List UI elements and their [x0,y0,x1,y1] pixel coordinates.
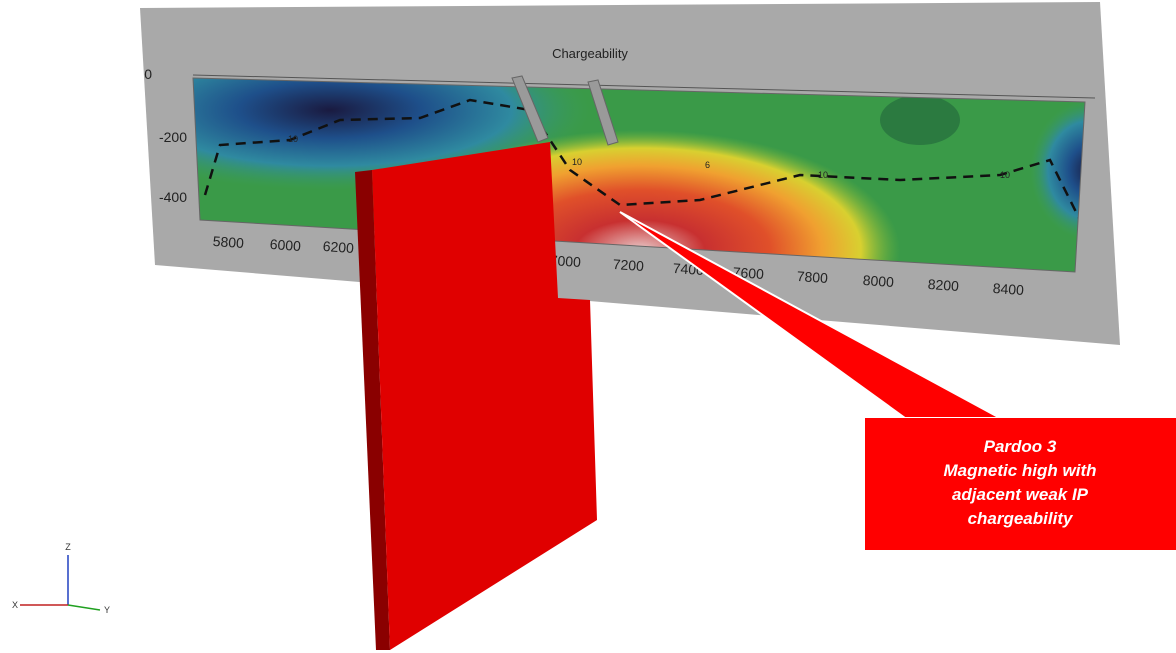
contour-label: 10 [1000,170,1010,180]
contour-label: 6 [705,160,710,170]
easting-label: 8200 [927,276,959,294]
callout-box [865,418,1176,550]
callout-text: adjacent weak IP [952,485,1089,504]
easting-label: 8400 [992,280,1024,298]
depth-label: 0 [144,66,152,82]
callout-text: Pardoo 3 [984,437,1057,456]
plot-frame [192,77,1086,273]
depth-label: -400 [159,189,187,205]
easting-label: 7800 [796,268,828,286]
drillhole [511,75,549,143]
easting-label: 7000 [549,252,581,270]
contour-label: 10 [288,134,298,144]
contour-label: 10 [572,157,582,167]
drillhole [587,79,619,146]
x-label: X [12,600,18,610]
contour-label: 10 [818,170,828,180]
easting-label: 6000 [269,236,301,254]
easting-label: 8000 [862,272,894,290]
magnetic-body [372,142,597,650]
block-side [355,170,390,650]
z-label: Z [65,542,71,552]
easting-label: 5800 [212,233,244,251]
easting-label: 7200 [612,256,644,274]
easting-label: 6200 [322,238,354,256]
section-title: Chargeability [552,46,628,61]
y-axis [67,604,101,611]
callout-text: Magnetic high with [944,461,1097,480]
y-label: Y [104,605,110,615]
top-axis [192,74,1096,99]
callout-text: chargeability [968,509,1074,528]
depth-label: -200 [159,129,187,145]
